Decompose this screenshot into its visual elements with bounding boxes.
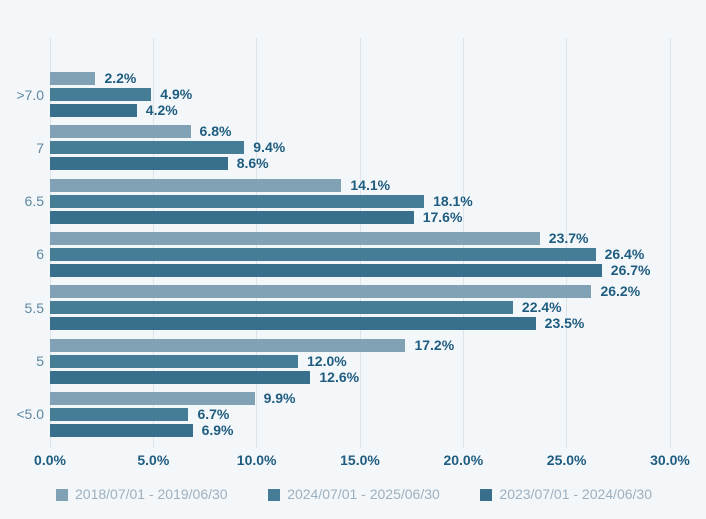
legend-swatch: [56, 488, 68, 501]
category-label: <5.0: [16, 406, 44, 423]
value-label: 2.2%: [104, 70, 137, 86]
x-tick-label: 30.0%: [650, 452, 690, 468]
value-label: 14.1%: [350, 176, 391, 193]
value-label: 12.6%: [319, 368, 360, 385]
bar: [50, 338, 406, 352]
value-label: 26.4%: [604, 245, 645, 262]
value-label: 23.5%: [544, 315, 585, 332]
value-label: 6.7%: [197, 405, 230, 422]
value-label: 4.9%: [160, 86, 193, 102]
bar: [50, 104, 137, 117]
value-label: 17.6%: [422, 208, 463, 225]
x-tick-label: 10.0%: [236, 452, 277, 468]
bar: [50, 125, 191, 139]
legend-label: 2024/07/01 - 2025/06/30: [287, 486, 440, 502]
legend-swatch: [480, 488, 493, 501]
bar: [50, 141, 245, 155]
category-label: 6.5: [24, 193, 44, 210]
value-label: 9.9%: [263, 389, 296, 406]
gridline: [566, 38, 568, 448]
value-label: 6.8%: [199, 123, 232, 140]
bar: [50, 263, 602, 277]
value-label: 17.2%: [414, 336, 455, 353]
bar: [50, 423, 193, 437]
legend-item: 2023/07/01 - 2024/06/30: [480, 486, 652, 503]
legend-item: 2018/07/01 - 2019/06/30: [56, 486, 228, 503]
bar: [50, 407, 189, 421]
bar: [50, 301, 513, 315]
bar: [50, 72, 96, 85]
legend-item: 2024/07/01 - 2025/06/30: [268, 486, 440, 503]
bar: [50, 370, 311, 384]
value-label: 18.1%: [433, 192, 473, 209]
gridline: [669, 38, 671, 448]
bar: [50, 391, 255, 405]
bar: [50, 178, 342, 192]
x-tick-label: 0.0%: [34, 452, 66, 468]
value-label: 26.2%: [600, 283, 641, 300]
value-label: 9.4%: [253, 139, 286, 156]
x-tick-label: 15.0%: [340, 452, 380, 468]
value-label: 8.6%: [236, 155, 269, 172]
plot-area: 2.2% 4.9% 4.2% 6.8% 9.4% 8.6% 14.1% 18.1% 17.6% 2…: [49, 38, 671, 448]
x-tick-label: 25.0%: [546, 452, 587, 468]
value-label: 12.0%: [307, 352, 347, 369]
bar: [50, 231, 540, 245]
x-tick-label: 5.0%: [137, 452, 170, 468]
bar: [50, 285, 592, 299]
category-label: 5: [36, 353, 44, 369]
bar: [50, 317, 536, 331]
legend-swatch: [268, 488, 281, 501]
value-label: 26.7%: [610, 261, 651, 278]
x-tick-label: 20.0%: [443, 452, 484, 468]
category-label: 6: [36, 246, 44, 263]
bar: [50, 354, 298, 368]
bar: [50, 88, 152, 101]
legend: 2018/07/01 - 2019/06/30 2024/07/01 - 2025…: [56, 486, 652, 503]
bar: [50, 157, 228, 171]
category-label: >7.0: [16, 86, 44, 103]
legend-label: 2023/07/01 - 2024/06/30: [499, 486, 652, 502]
value-label: 6.9%: [201, 421, 234, 438]
bar: [50, 194, 425, 208]
legend-label: 2018/07/01 - 2019/06/30: [75, 486, 228, 502]
value-label: 4.2%: [145, 102, 178, 118]
bar: [50, 210, 414, 224]
category-label: 7: [36, 139, 44, 156]
category-label: 5.5: [24, 299, 44, 316]
value-label: 23.7%: [548, 229, 589, 246]
value-label: 22.4%: [521, 299, 562, 316]
bar: [50, 247, 596, 261]
